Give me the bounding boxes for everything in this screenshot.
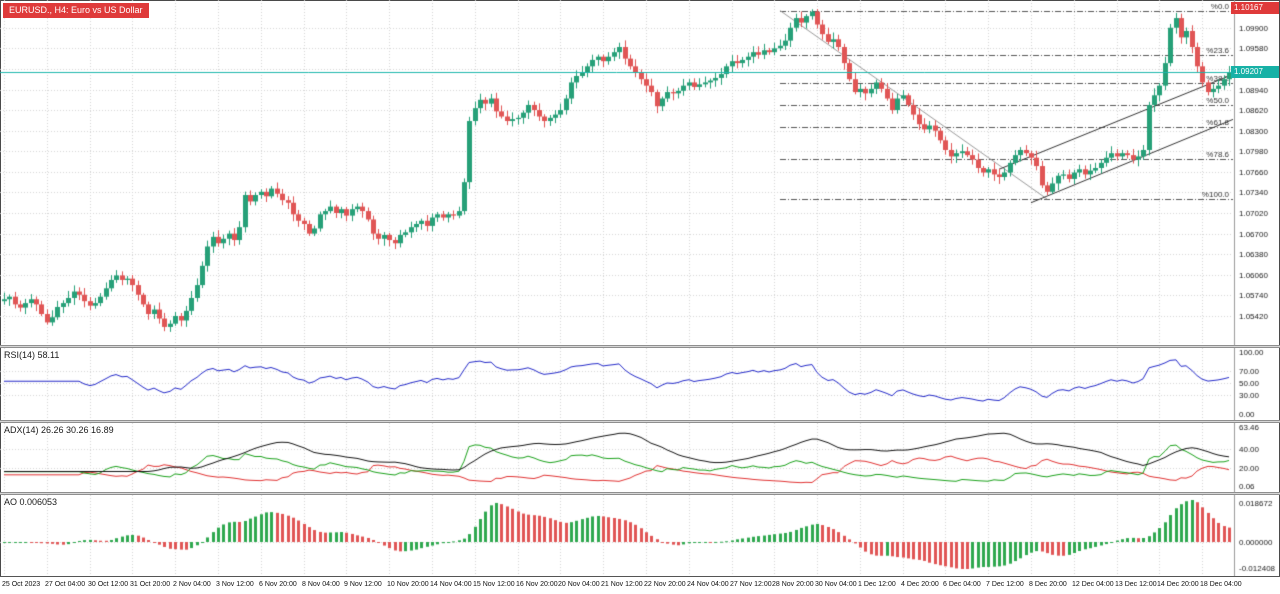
time-axis-label: 30 Nov 04:00 <box>815 581 857 588</box>
ao-pane: AO 0.006053 <box>0 495 1280 576</box>
symbol-title-badge: EURUSD., H4: Euro vs US Dollar <box>3 3 149 18</box>
time-axis-label: 4 Dec 20:00 <box>901 581 939 588</box>
time-axis-label: 7 Dec 12:00 <box>986 581 1024 588</box>
time-axis-label: 6 Nov 20:00 <box>259 581 297 588</box>
current-price-badge: 1.09207 <box>1231 66 1279 78</box>
time-axis-label: 20 Nov 04:00 <box>558 581 600 588</box>
time-axis-label: 28 Nov 20:00 <box>772 581 814 588</box>
ao-indicator-label: AO 0.006053 <box>4 497 58 507</box>
price-chart-canvas[interactable] <box>0 0 1280 345</box>
rsi-chart-canvas[interactable] <box>0 348 1280 420</box>
time-axis-label: 27 Oct 04:00 <box>45 581 86 588</box>
rsi-pane: RSI(14) 58.11 <box>0 348 1280 420</box>
time-axis-label: 3 Nov 12:00 <box>216 581 254 588</box>
adx-pane: ADX(14) 26.26 30.26 16.89 <box>0 423 1280 492</box>
time-axis-label: 10 Nov 20:00 <box>387 581 429 588</box>
pane-separator[interactable] <box>0 492 1280 495</box>
time-axis-label: 6 Dec 04:00 <box>943 581 981 588</box>
time-axis-label: 25 Oct 2023 <box>2 581 41 588</box>
pane-separator[interactable] <box>0 345 1280 348</box>
adx-indicator-label: ADX(14) 26.26 30.26 16.89 <box>4 425 114 435</box>
time-axis-label: 16 Nov 20:00 <box>516 581 558 588</box>
time-axis-label: 21 Nov 12:00 <box>601 581 643 588</box>
time-axis-label: 8 Dec 20:00 <box>1029 581 1067 588</box>
time-axis-label: 9 Nov 12:00 <box>344 581 382 588</box>
time-axis-label: 24 Nov 04:00 <box>687 581 729 588</box>
time-axis-label: 14 Dec 20:00 <box>1157 581 1199 588</box>
time-axis[interactable]: 25 Oct 2023 27 Oct 04:00 30 Oct 12:00 31 Oc… <box>0 576 1280 594</box>
time-axis-label: 13 Dec 12:00 <box>1115 581 1157 588</box>
time-axis-label: 12 Dec 04:00 <box>1072 581 1114 588</box>
price-pane: EURUSD., H4: Euro vs US Dollar 1.10167 1… <box>0 0 1280 345</box>
time-axis-label: 8 Nov 04:00 <box>302 581 340 588</box>
time-axis-label: 14 Nov 04:00 <box>430 581 472 588</box>
time-axis-label: 30 Oct 12:00 <box>88 581 129 588</box>
time-axis-label: 2 Nov 04:00 <box>173 581 211 588</box>
ao-chart-canvas[interactable] <box>0 495 1280 576</box>
time-axis-label: 15 Nov 12:00 <box>473 581 515 588</box>
time-axis-label: 18 Dec 04:00 <box>1200 581 1242 588</box>
time-axis-label: 22 Nov 20:00 <box>644 581 686 588</box>
adx-chart-canvas[interactable] <box>0 423 1280 492</box>
pane-separator[interactable] <box>0 420 1280 423</box>
time-axis-label: 27 Nov 12:00 <box>730 581 772 588</box>
time-axis-label: 1 Dec 12:00 <box>858 581 896 588</box>
time-axis-label: 31 Oct 20:00 <box>130 581 171 588</box>
fib-high-price-badge: 1.10167 <box>1231 2 1279 14</box>
rsi-indicator-label: RSI(14) 58.11 <box>4 350 60 360</box>
